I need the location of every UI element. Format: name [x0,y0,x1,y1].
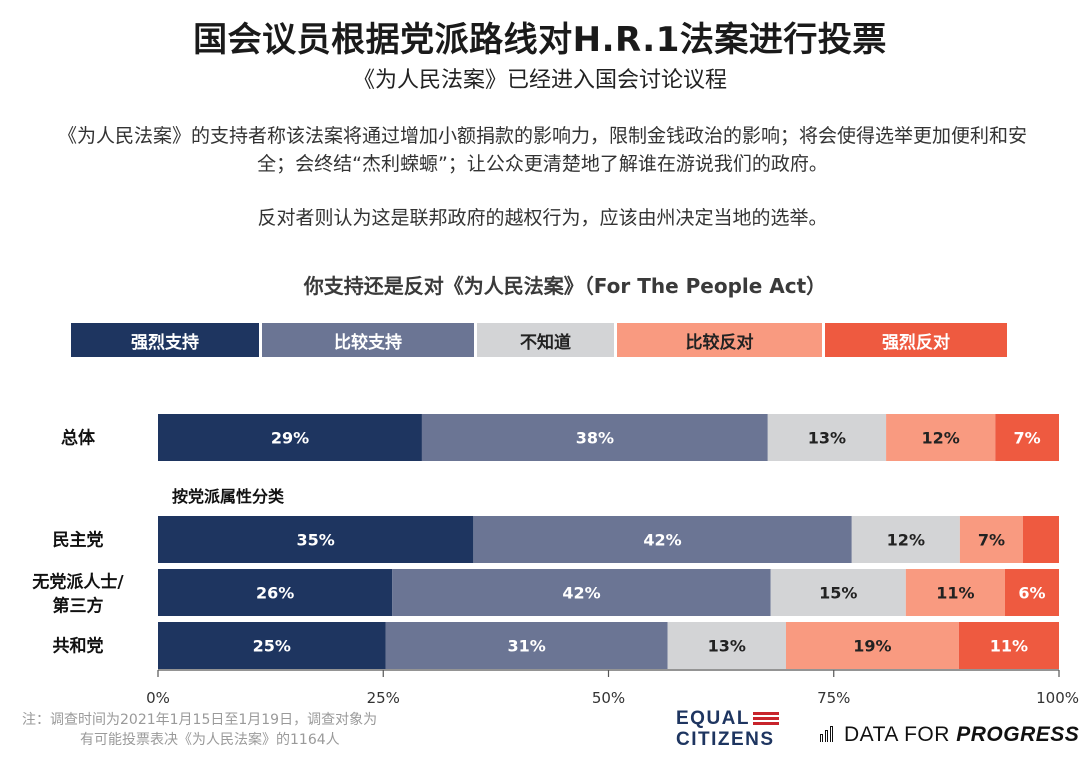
bar-segment-2-4 [1004,569,1059,616]
row-label-3: 共和党 [53,636,104,657]
bar-segment-1-4 [1022,516,1059,563]
bar-segment-0-0 [158,414,422,461]
bar-segment-0-1 [421,414,768,461]
data-label-3-3: 19% [853,637,891,656]
data-label-3-2: 13% [708,637,746,656]
page-title: 国会议员根据党派路线对H.R.1法案进行投票 [193,20,887,60]
logo-data-for-text: DATA FOR [844,723,950,746]
x-tick-label-3: 75% [817,689,850,707]
x-tick-label-0: 0% [146,689,170,707]
data-label-3-0: 25% [253,637,291,656]
equal-citizens-logo: EQUAL CITIZENS [676,708,804,750]
row-label-0: 总体 [61,428,96,449]
survey-note: 注：调查时间为2021年1月15日至1月19日，调查对象为 有可能投票表决《为人… [22,710,462,750]
data-label-1-2: 12% [887,531,925,550]
bar-segment-0-2 [767,414,887,461]
data-label-2-0: 26% [256,584,294,603]
survey-note-line1: 注：调查时间为2021年1月15日至1月19日，调查对象为 [22,712,378,728]
legend-item-1: 比较支持 [262,323,474,357]
supporters-paragraph: 《为人民法案》的支持者称该法案将通过增加小额捐款的影响力，限制金钱政治的影响；将… [57,125,1027,175]
bar-segment-1-2 [851,516,960,563]
data-label-0-4: 7% [1014,429,1041,448]
bar-segment-3-4 [958,622,1059,669]
data-label-2-3: 11% [936,584,974,603]
x-tick-label-1: 25% [367,689,400,707]
row-label-1: 民主党 [53,530,104,551]
flag-icon [753,711,779,726]
data-label-2-2: 15% [819,584,857,603]
logo-citizens-text: CITIZENS [676,729,775,750]
bar-segment-1-1 [473,516,852,563]
bar-segment-0-3 [886,414,996,461]
bar-segment-2-0 [158,569,393,616]
opponents-paragraph: 反对者则认为这是联邦政府的越权行为，应该由州决定当地的选举。 [257,207,828,229]
bar-chart-icon [820,726,838,742]
bar-segment-1-0 [158,516,474,563]
logo-progress-text: PROGRESS [956,723,1080,746]
page-subtitle: 《为人民法案》已经进入国会讨论议程 [352,68,727,93]
legend-item-0: 强烈支持 [71,323,259,357]
bar-segment-2-2 [770,569,906,616]
bar-segment-1-3 [959,516,1023,563]
legend-item-3: 比较反对 [617,323,822,357]
legend-item-2: 不知道 [477,323,614,357]
data-label-3-1: 31% [507,637,545,656]
row-label-2: 无党派人士/第三方 [31,572,124,617]
data-for-progress-logo: DATA FOR PROGRESS [820,723,1079,747]
bar-segment-0-4 [995,414,1059,461]
legend-item-4: 强烈反对 [825,323,1007,357]
bar-segment-3-1 [385,622,668,669]
bar-segment-2-1 [392,569,771,616]
survey-note-line2: 有可能投票表决《为人民法案》的1164人 [80,732,340,748]
data-label-2-4: 6% [1018,584,1045,603]
data-label-1-1: 42% [643,531,681,550]
data-label-0-1: 38% [576,429,614,448]
bar-segment-3-3 [785,622,959,669]
chart-title: 你支持还是反对《为人民法案》（For The People Act） [303,274,827,298]
data-label-3-4: 11% [990,637,1028,656]
logo-equal-text: EQUAL [676,708,750,729]
data-label-0-2: 13% [808,429,846,448]
group-label: 按党派属性分类 [172,487,285,506]
bar-segment-3-2 [667,622,786,669]
data-label-0-3: 12% [922,429,960,448]
data-label-2-1: 42% [562,584,600,603]
x-tick-label-4: 100% [1036,689,1079,707]
x-tick-label-2: 50% [592,689,625,707]
data-label-1-0: 35% [297,531,335,550]
data-label-1-3: 7% [978,531,1005,550]
bar-segment-3-0 [158,622,386,669]
data-label-0-0: 29% [271,429,309,448]
bar-segment-2-3 [905,569,1005,616]
